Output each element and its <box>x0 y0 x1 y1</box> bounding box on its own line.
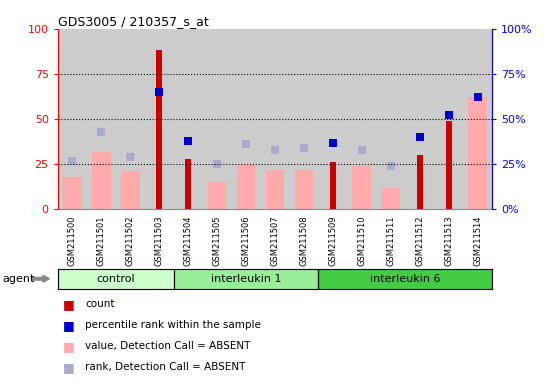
Bar <box>156 50 162 209</box>
Bar <box>348 29 376 209</box>
Bar <box>318 29 348 209</box>
Text: GDS3005 / 210357_s_at: GDS3005 / 210357_s_at <box>58 15 208 28</box>
Bar <box>405 29 434 209</box>
Bar <box>232 29 261 209</box>
Text: value, Detection Call = ABSENT: value, Detection Call = ABSENT <box>85 341 251 351</box>
Bar <box>58 269 174 289</box>
Bar <box>236 164 255 209</box>
Bar <box>185 159 191 209</box>
Text: interleukin 6: interleukin 6 <box>370 274 441 284</box>
Bar <box>63 177 81 209</box>
Bar <box>330 162 336 209</box>
Bar <box>58 29 87 209</box>
Text: interleukin 1: interleukin 1 <box>211 274 281 284</box>
Bar <box>434 29 463 209</box>
Bar <box>92 152 111 209</box>
Bar <box>463 29 492 209</box>
Bar <box>208 182 227 209</box>
Bar <box>202 29 232 209</box>
Text: ■: ■ <box>63 361 75 374</box>
Bar <box>376 29 405 209</box>
Text: agent: agent <box>3 274 35 284</box>
Bar <box>353 166 371 209</box>
Bar <box>289 29 318 209</box>
Bar <box>417 155 423 209</box>
Text: percentile rank within the sample: percentile rank within the sample <box>85 320 261 330</box>
Bar <box>116 29 145 209</box>
Bar <box>295 170 313 209</box>
Text: ■: ■ <box>63 340 75 353</box>
Text: control: control <box>96 274 135 284</box>
Text: rank, Detection Call = ABSENT: rank, Detection Call = ABSENT <box>85 362 246 372</box>
Bar <box>87 29 116 209</box>
Bar <box>318 269 492 289</box>
Bar <box>266 170 284 209</box>
Text: ■: ■ <box>63 319 75 332</box>
Bar <box>261 29 289 209</box>
Bar <box>174 269 318 289</box>
Bar <box>446 121 452 209</box>
Bar <box>121 171 140 209</box>
Text: count: count <box>85 299 115 309</box>
Bar <box>469 98 487 209</box>
Bar <box>174 29 202 209</box>
Text: ■: ■ <box>63 298 75 311</box>
Bar <box>145 29 174 209</box>
Bar <box>382 188 400 209</box>
